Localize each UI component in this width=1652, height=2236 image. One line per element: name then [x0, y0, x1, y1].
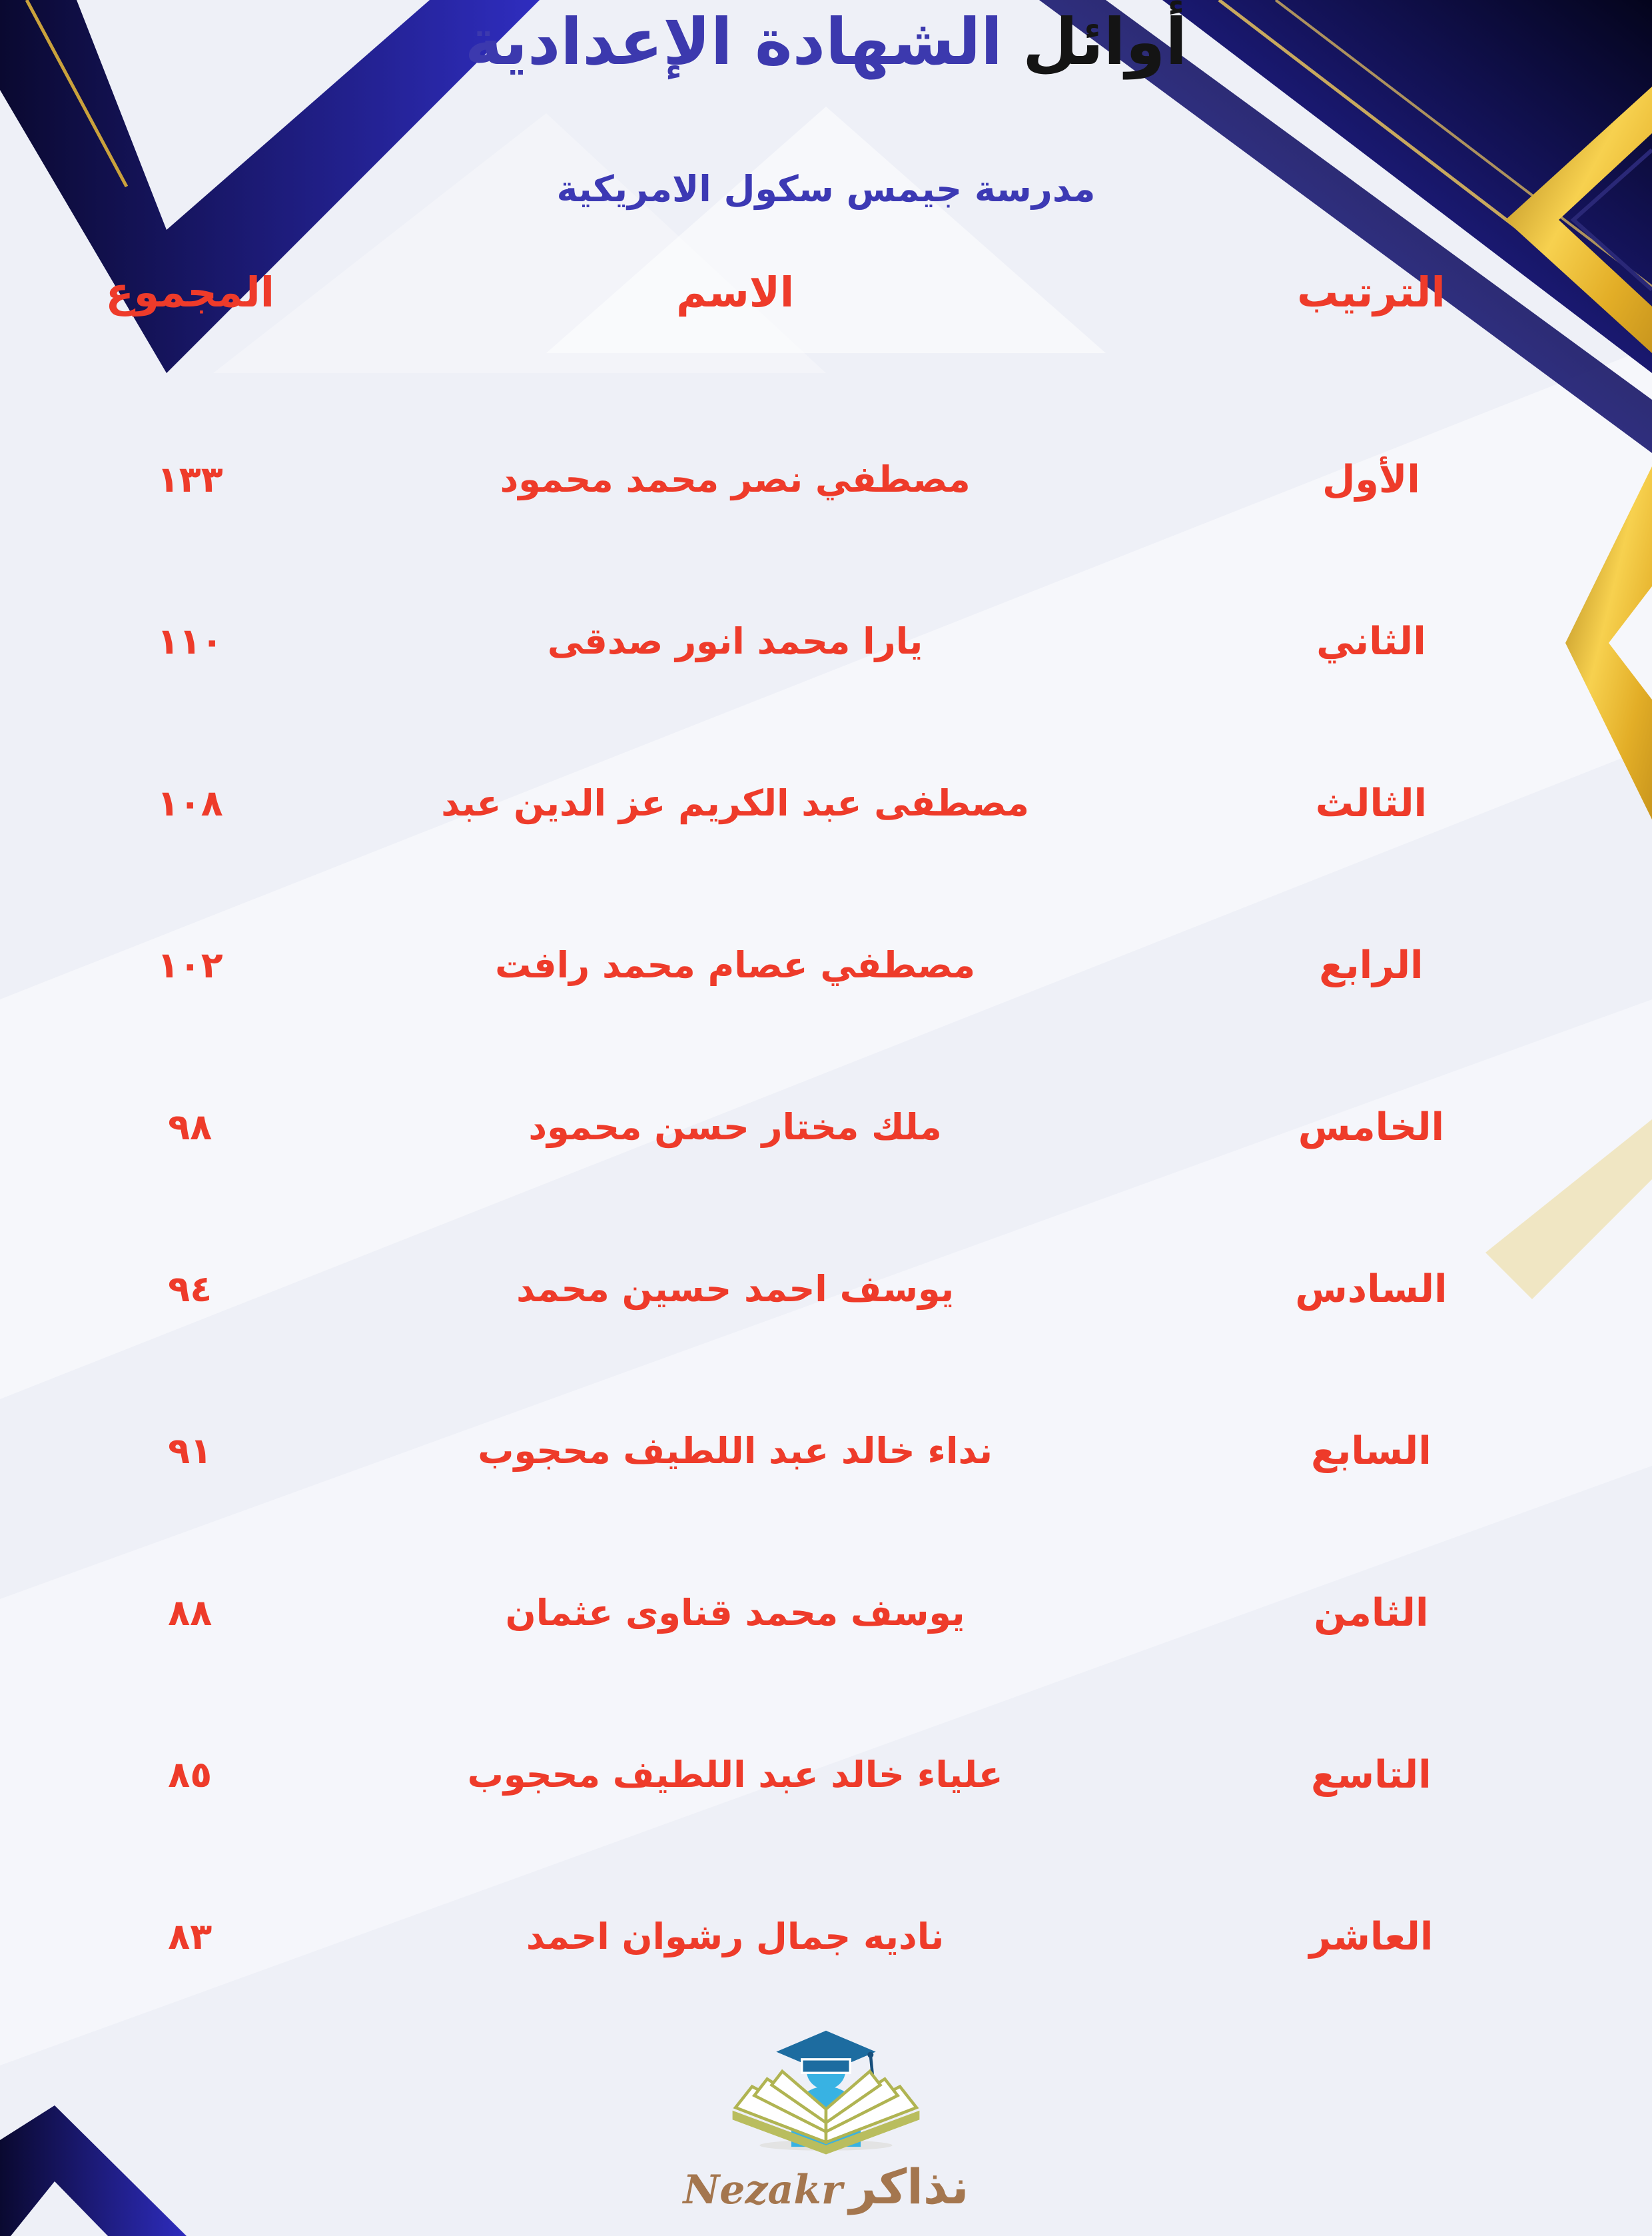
graduate-book-icon — [732, 2030, 920, 2155]
name-cell: مصطفى عبد الكريم عز الدين عبد — [441, 782, 1029, 824]
total-cell: ١٠٢ — [157, 944, 223, 986]
logo-wordmark: نذاكر Nezakr — [683, 2159, 969, 2215]
bg-facet — [546, 107, 1106, 353]
nezakr-logo: نذاكر Nezakr — [0, 1997, 1652, 2215]
rank-cell: الأول — [1322, 457, 1420, 502]
table-row: الثالث مصطفى عبد الكريم عز الدين عبد ١٠٨ — [0, 722, 1652, 884]
top-right-gold-line — [1274, 0, 1652, 288]
gold-chevron-inner-line — [1570, 148, 1652, 292]
school-name: مدرسة جيمس سكول الامريكية — [556, 168, 1096, 210]
total-cell: ٩٨ — [168, 1106, 212, 1148]
table-row: السابع نداء خالد عبد اللطيف محجوب ٩١ — [0, 1370, 1652, 1532]
title-word-highlight: أوائل — [1023, 5, 1188, 79]
table-header-row: الترتيب الاسم المجموع — [0, 268, 1652, 316]
title-rest: الشهادة الإعدادية — [464, 5, 1003, 79]
name-cell: يارا محمد انور صدقى — [547, 620, 923, 662]
name-cell: يوسف محمد قناوى عثمان — [505, 1592, 965, 1634]
top-right-navy-triangle — [1162, 0, 1652, 373]
top-right-navy-band — [1039, 0, 1652, 453]
total-cell: ٨٨ — [168, 1592, 212, 1634]
logo-arabic-name: نذاكر — [849, 2159, 969, 2215]
table-row: الثامن يوسف محمد قناوى عثمان ٨٨ — [0, 1532, 1652, 1694]
table-row: الخامس ملك مختار حسن محمود ٩٨ — [0, 1046, 1652, 1208]
gold-chevron-mid-right — [1565, 466, 1652, 820]
name-cell: مصطفي عصام محمد رافت — [495, 944, 976, 986]
rank-cell: السادس — [1295, 1267, 1447, 1311]
logo-latin-name: Nezakr — [683, 2167, 843, 2213]
book-page-right — [824, 2069, 883, 2126]
results-list: الأول مصطفي نصر محمد محمود ١٣٣ الثاني يا… — [0, 398, 1652, 2017]
table-row: الثاني يارا محمد انور صدقى ١١٠ — [0, 560, 1652, 722]
name-cell: علياء خالد عبد اللطيف محجوب — [467, 1754, 1003, 1796]
bg-facet — [0, 999, 1652, 2065]
rank-cell: الثامن — [1314, 1590, 1429, 1635]
top-left-gold-line — [25, 0, 129, 188]
total-cell: ١٠٨ — [157, 782, 223, 824]
rank-cell: الثالث — [1315, 781, 1428, 826]
bg-facet — [0, 346, 1652, 1399]
total-cell: ٨٥ — [168, 1754, 212, 1796]
name-cell: ملك مختار حسن محمود — [528, 1106, 942, 1148]
table-row: التاسع علياء خالد عبد اللطيف محجوب ٨٥ — [0, 1694, 1652, 1856]
table-row: السادس يوسف احمد حسين محمد ٩٤ — [0, 1208, 1652, 1370]
name-cell: نداء خالد عبد اللطيف محجوب — [478, 1430, 993, 1472]
table-row: العاشر ناديه جمال رشوان احمد ٨٣ — [0, 1856, 1652, 2017]
book-cover — [732, 2110, 920, 2155]
rank-cell: الثاني — [1316, 619, 1426, 664]
column-header-rank: الترتيب — [1297, 268, 1446, 316]
bg-facet — [213, 113, 826, 373]
name-cell: يوسف احمد حسين محمد — [516, 1268, 955, 1310]
total-cell: ١١٠ — [157, 620, 223, 662]
page-title: أوائل الشهادة الإعدادية — [0, 5, 1652, 79]
graduation-cap-band — [801, 2058, 851, 2074]
total-cell: ٨٣ — [168, 1916, 212, 1957]
total-cell: ٩٤ — [168, 1268, 212, 1310]
table-row: الأول مصطفي نصر محمد محمود ١٣٣ — [0, 398, 1652, 560]
top-left-chevron — [0, 0, 540, 373]
total-cell: ٩١ — [168, 1430, 212, 1472]
column-header-name: الاسم — [676, 268, 795, 316]
rank-cell: الرابع — [1319, 943, 1424, 987]
column-header-total: المجموع — [105, 268, 275, 316]
table-row: الرابع مصطفي عصام محمد رافت ١٠٢ — [0, 884, 1652, 1046]
gold-chevron-top-right — [1505, 87, 1652, 353]
bottom-left-chevron — [0, 2105, 187, 2236]
name-cell: مصطفي نصر محمد محمود — [500, 458, 971, 500]
rank-cell: التاسع — [1311, 1752, 1432, 1797]
rank-cell: الخامس — [1298, 1105, 1445, 1149]
rank-cell: العاشر — [1309, 1914, 1434, 1959]
total-cell: ١٣٣ — [157, 458, 223, 500]
rank-cell: السابع — [1311, 1428, 1432, 1473]
name-cell: ناديه جمال رشوان احمد — [526, 1916, 945, 1957]
bg-gold-wash — [1485, 1119, 1652, 1299]
